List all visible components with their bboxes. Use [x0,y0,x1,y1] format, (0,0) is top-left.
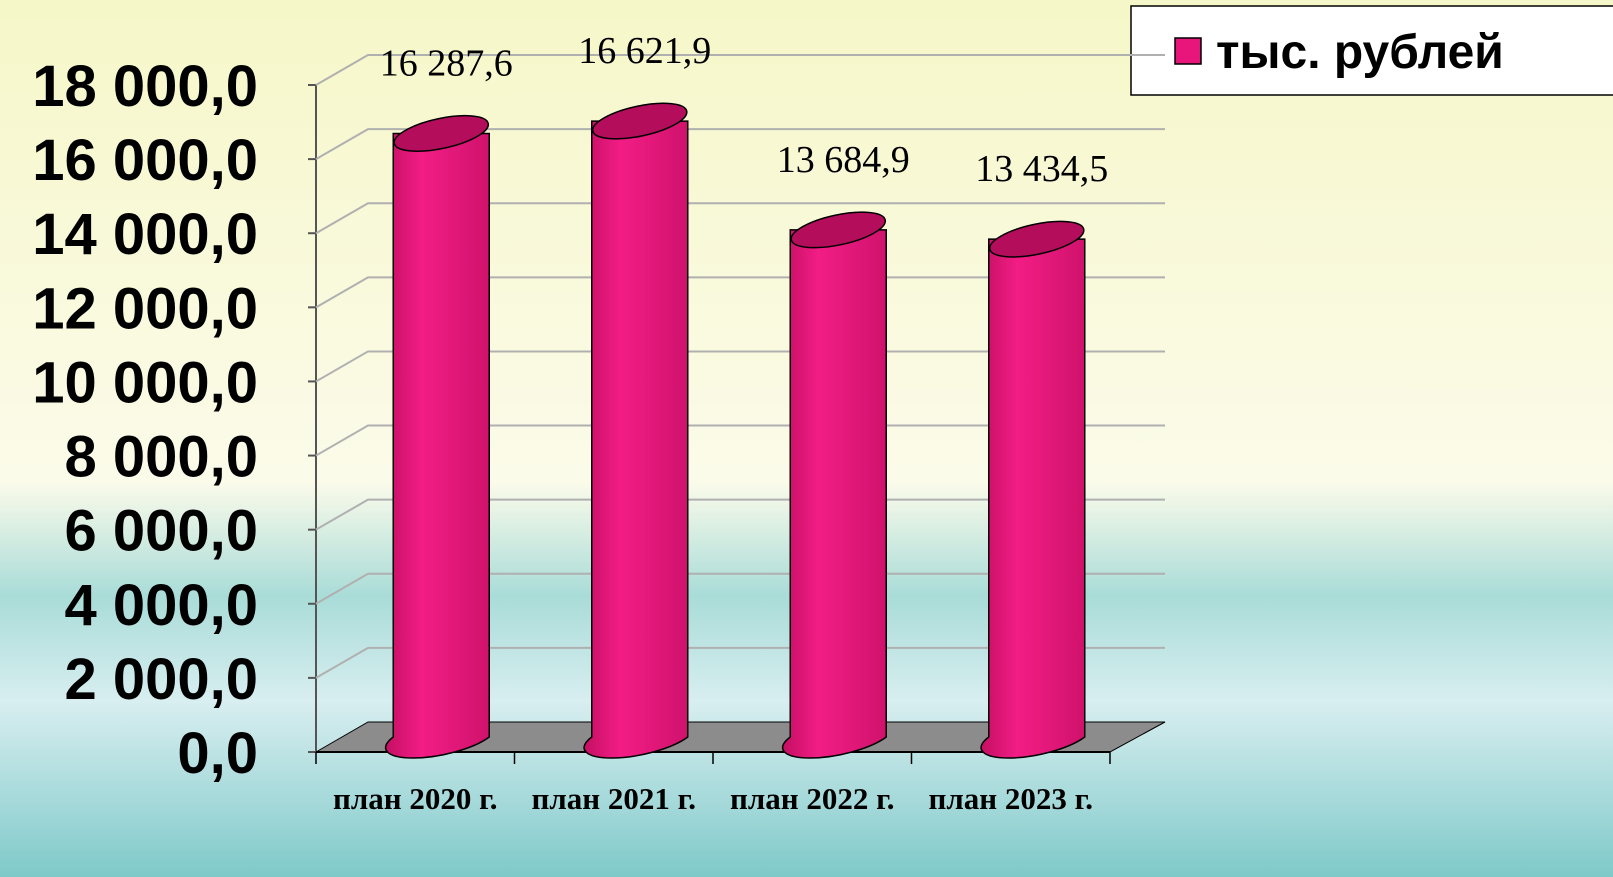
x-tick-label: план 2023 г. [928,781,1093,816]
bar-body [980,238,1086,759]
y-tick-label: 10 000,0 [32,350,258,415]
grid-line [315,276,1165,309]
value-label: 16 287,6 [380,42,513,84]
bar [384,114,490,759]
y-tick-label: 6 000,0 [64,499,258,564]
y-tick-label: 18 000,0 [32,54,258,119]
bar [781,211,887,759]
value-label: 13 434,5 [975,148,1108,190]
x-tick-label: план 2022 г. [730,781,895,816]
grid-line [315,202,1165,235]
bar-body [384,132,490,759]
bar-top [393,114,490,152]
y-tick-label: 4 000,0 [64,573,258,638]
grid-line [315,128,1165,160]
bar-body [583,120,689,759]
value-label: 16 621,9 [578,30,711,72]
y-tick-label: 2 000,0 [64,647,258,712]
grid-line [315,646,1165,679]
y-tick-label: 12 000,0 [32,276,258,341]
grid-line [315,54,1165,86]
y-tick-label: 14 000,0 [32,202,258,267]
value-label: 13 684,9 [777,139,910,181]
bar-top [790,211,887,249]
x-tick-label: план 2020 г. [333,781,498,816]
bar [980,220,1086,759]
y-tick-label: 8 000,0 [64,425,258,490]
grid-line [315,498,1165,531]
bar-top [988,220,1085,258]
legend-label: тыс. рублей [1216,26,1504,79]
grid-line [315,572,1165,605]
y-tick-label: 0,0 [177,721,258,786]
legend [1130,5,1613,96]
grid-line [315,350,1165,383]
x-tick-label: план 2021 г. [531,781,696,816]
bar-body [781,229,887,759]
bar-top [591,102,688,140]
y-tick-label: 16 000,0 [32,128,258,193]
bar [583,102,689,759]
grid-line [315,424,1165,457]
legend-swatch [1174,37,1202,65]
